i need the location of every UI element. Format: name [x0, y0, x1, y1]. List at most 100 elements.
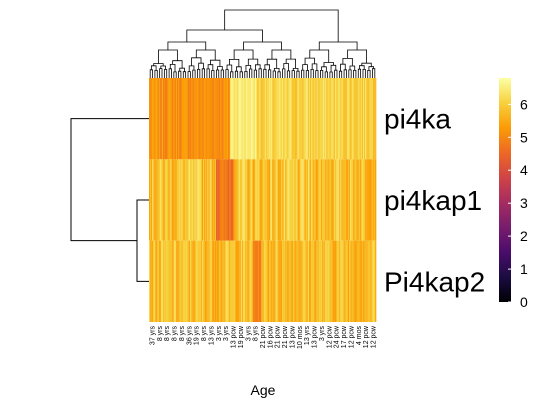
heatmap-cell — [343, 240, 345, 322]
heatmap-cell — [310, 159, 312, 241]
column-label: 8 yrs — [201, 326, 208, 342]
color-bar-tick-label: 1 — [520, 261, 528, 277]
heatmap-cell — [187, 159, 190, 241]
heatmap-cell — [260, 78, 262, 160]
heatmap-cell — [228, 78, 231, 160]
heatmap-cell — [245, 240, 247, 322]
heatmap-cell — [334, 78, 337, 160]
heatmap-cell — [318, 159, 321, 241]
heatmap-cell — [316, 240, 318, 322]
color-bar-tick-label: 3 — [520, 195, 528, 211]
heatmap-cell — [187, 240, 190, 322]
heatmap-cell — [176, 240, 178, 322]
heatmap-cell — [307, 78, 310, 160]
heatmap-cell — [208, 78, 210, 160]
heatmap-cell — [230, 240, 232, 322]
heatmap-cell — [253, 159, 256, 241]
heatmap-cell — [289, 159, 291, 241]
heatmap-cell — [216, 159, 218, 241]
heatmap-cell — [193, 159, 195, 241]
heatmap-cell — [341, 159, 343, 241]
dendrogram-branch — [286, 70, 291, 74]
heatmap-cell — [220, 159, 222, 241]
heatmap-cell — [319, 78, 322, 160]
heatmap-cell — [193, 240, 195, 322]
heatmap-cell — [157, 159, 160, 241]
heatmap-cell — [361, 159, 364, 241]
heatmap-cell — [346, 240, 349, 322]
column-label: 19 yrs — [194, 326, 201, 346]
heatmap-cell — [273, 240, 275, 322]
column-label: 16 pcw — [267, 325, 274, 348]
heatmap-cell — [265, 159, 268, 241]
heatmap-cell — [251, 78, 254, 160]
heatmap-cell — [177, 78, 179, 160]
heatmap-cell — [336, 159, 338, 241]
heatmap-cell — [181, 159, 183, 241]
heatmap-cell — [301, 78, 303, 160]
heatmap-cell — [287, 240, 289, 322]
heatmap-cell — [288, 240, 290, 322]
heatmap-cell — [297, 78, 299, 160]
dendrogram-branch — [70, 118, 149, 242]
heatmap-cell — [219, 78, 221, 160]
heatmap-cell — [261, 78, 263, 160]
heatmap-cell — [364, 159, 366, 241]
heatmap-cell — [230, 78, 232, 160]
heatmap-cell — [186, 240, 189, 322]
dendrogram-branch — [266, 58, 278, 69]
heatmap-cell — [285, 78, 287, 160]
heatmap-cell — [252, 240, 255, 322]
heatmap-cell — [328, 159, 330, 241]
heatmap-cell — [180, 240, 182, 322]
heatmap-cell — [200, 78, 203, 160]
dendrogram-branch — [173, 71, 177, 74]
heatmap-cell — [275, 78, 277, 160]
dendrogram-branch — [277, 71, 281, 74]
heatmap-cell — [326, 159, 328, 241]
heatmap-cell — [319, 240, 322, 322]
heatmap-cell — [185, 240, 188, 322]
dendrogram-branch — [230, 71, 234, 74]
dendrogram-branch — [239, 71, 243, 74]
heatmap-cell — [198, 240, 201, 322]
heatmap-cell — [180, 159, 182, 241]
column-label: 12 pcw — [363, 325, 370, 348]
dendrogram-branch — [158, 49, 178, 64]
heatmap-cell — [256, 159, 258, 241]
heatmap-cell — [182, 78, 184, 160]
dendrogram-branch — [220, 69, 224, 74]
dendrogram-branch — [362, 69, 366, 74]
dendrogram-branch — [268, 69, 272, 74]
heatmap-cell — [221, 78, 223, 160]
heatmap-cell — [262, 240, 264, 322]
heatmap-cell — [320, 78, 323, 160]
heatmap-cell — [261, 240, 263, 322]
heatmap-cell — [157, 240, 160, 322]
heatmap-cell — [296, 240, 298, 322]
heatmap-cell — [260, 240, 262, 322]
heatmap-cell — [324, 240, 326, 322]
heatmap-cell — [225, 78, 228, 160]
heatmap-cell — [171, 240, 174, 322]
heatmap-cell — [259, 159, 261, 241]
heatmap-cell — [367, 78, 369, 160]
heatmap-cell — [176, 159, 178, 241]
x-axis-label: Age — [251, 382, 276, 398]
heatmap-cell — [291, 78, 294, 160]
heatmap-cell — [308, 159, 311, 241]
heatmap-cell — [253, 78, 256, 160]
heatmap-cell — [173, 78, 176, 160]
dendrogram-branch — [283, 63, 289, 71]
heatmap-cell — [280, 240, 283, 322]
heatmap-cell — [346, 78, 349, 160]
heatmap-cell — [290, 240, 293, 322]
heatmap-cell — [178, 78, 180, 160]
heatmap-cell — [211, 159, 214, 241]
dendrogram-branch — [149, 69, 153, 74]
dendrogram-branch — [338, 70, 343, 74]
heatmap-cell — [346, 159, 349, 241]
heatmap-cell — [214, 240, 217, 322]
heatmap-cell — [342, 159, 344, 241]
heatmap-cell — [353, 159, 355, 241]
